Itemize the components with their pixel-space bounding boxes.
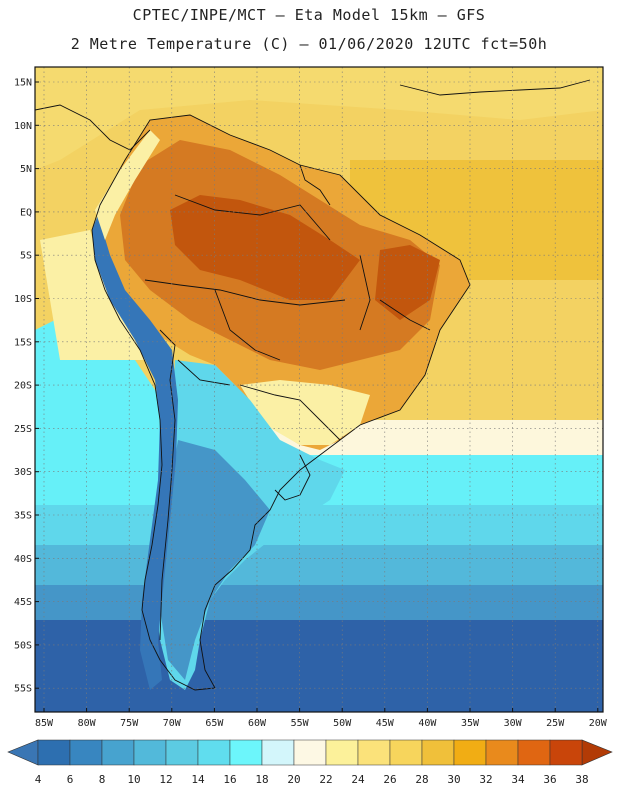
latitude-label: 5N — [20, 164, 32, 175]
amazon-hottest-core — [170, 195, 360, 300]
colorbar-label: 24 — [351, 773, 365, 786]
colorbar-label: 28 — [415, 773, 428, 786]
longitude-label: 35W — [461, 718, 480, 729]
colorbar-label: 18 — [255, 773, 268, 786]
ocean-dark-blue-band — [35, 620, 603, 712]
central-america-coast — [35, 104, 151, 151]
border-state-1 — [359, 254, 371, 331]
colorbar-label: 12 — [159, 773, 172, 786]
colorbar-swatch — [421, 739, 455, 766]
colorbar-label: 20 — [287, 773, 300, 786]
graticule — [35, 67, 603, 712]
longitude-label: 75W — [120, 718, 139, 729]
latitude-label: 10N — [14, 121, 32, 132]
colorbar-swatch — [197, 739, 231, 766]
temperature-field — [35, 67, 603, 712]
colorbar-label: 22 — [319, 773, 332, 786]
border-paraguay — [239, 384, 341, 441]
latitude-label: 15S — [14, 337, 32, 348]
latitude-label: 40S — [14, 554, 32, 565]
latitude-label: 35S — [14, 511, 32, 522]
colorbar-label: 6 — [67, 773, 74, 786]
latitude-label: 5S — [20, 251, 32, 262]
colorbar-over-arrow — [581, 739, 613, 766]
colorbar-swatch — [229, 739, 263, 766]
longitude-label: 70W — [163, 718, 182, 729]
longitude-label: 25W — [546, 718, 565, 729]
latitude-label: 45S — [14, 597, 32, 608]
border-chile-argentina-north — [177, 359, 231, 386]
colorbar-label: 32 — [479, 773, 492, 786]
colorbar-label: 38 — [575, 773, 588, 786]
longitude-label: 65W — [205, 718, 224, 729]
border-peru-bolivia-brazil — [144, 279, 346, 306]
border-north — [174, 194, 331, 241]
colorbar-label: 26 — [383, 773, 396, 786]
colorbar-label: 34 — [511, 773, 525, 786]
colorbar-swatch — [293, 739, 327, 766]
patagonia-cool-land — [160, 440, 270, 680]
longitude-label: 80W — [78, 718, 97, 729]
colorbar-swatch — [133, 739, 167, 766]
colorbar-label: 8 — [99, 773, 106, 786]
longitude-label: 55W — [291, 718, 310, 729]
latitude-label: 10S — [14, 294, 32, 305]
latitude-label: 25S — [14, 424, 32, 435]
caribbean-islands — [399, 79, 591, 96]
northeast-hot-core — [375, 245, 440, 320]
latitude-label: 15N — [14, 78, 32, 89]
colorbar-swatch — [101, 739, 135, 766]
colorbar-swatch — [453, 739, 487, 766]
caribbean-sea — [35, 67, 603, 170]
longitude-label: 50W — [333, 718, 352, 729]
longitude-labels: 85W 80W 75W 70W 65W 60W 55W 50W 45W 40W 35W 30W 25W 2… — [35, 708, 608, 729]
border-uruguay — [274, 454, 311, 501]
longitude-label: 40W — [418, 718, 437, 729]
latitude-label: 20S — [14, 381, 32, 392]
border-guyanas — [299, 164, 331, 206]
longitude-label: 85W — [35, 718, 54, 729]
longitude-label: 30W — [504, 718, 523, 729]
colorbar-label: 16 — [223, 773, 236, 786]
map-frame — [34, 66, 604, 713]
colorbar-label: 30 — [447, 773, 460, 786]
longitude-label: 20W — [589, 718, 608, 729]
colorbar-swatch — [37, 739, 71, 766]
latitude-label: 55S — [14, 684, 32, 695]
longitude-label: 45W — [376, 718, 395, 729]
colorbar-label: 36 — [543, 773, 556, 786]
latitude-label: 50S — [14, 640, 32, 651]
colorbar-swatch — [165, 739, 199, 766]
pacific-transition-water — [40, 230, 150, 360]
colorbar-swatch — [261, 739, 295, 766]
colorbar-swatch — [549, 739, 583, 766]
longitude-label: 60W — [248, 718, 267, 729]
country-borders — [35, 79, 591, 691]
colorbar-swatch — [485, 739, 519, 766]
map-title-line-1: CPTEC/INPE/MCT – Eta Model 15km – GFS — [132, 6, 486, 24]
colorbar-swatch — [69, 739, 103, 766]
colorbar-label: 14 — [191, 773, 205, 786]
latitude-label: EQ — [20, 207, 32, 218]
border-state-2 — [379, 299, 431, 331]
colorbar-swatch — [517, 739, 551, 766]
colorbar-swatch — [357, 739, 391, 766]
border-bolivia — [214, 289, 281, 361]
northern-andes-cool — [95, 130, 160, 240]
border-chile — [159, 329, 176, 641]
continent-coastline — [91, 114, 471, 691]
andes-cold-ridge — [92, 215, 178, 690]
latitude-label: 30S — [14, 467, 32, 478]
colorbar-swatch — [389, 739, 423, 766]
colorbar-under-arrow — [7, 739, 39, 766]
colorbar-label: 10 — [127, 773, 140, 786]
map-title-line-2: 2 Metre Temperature (C) – 01/06/2020 12U… — [70, 35, 548, 53]
colorbar-swatch — [325, 739, 359, 766]
latitude-labels: 15N 10N 5N EQ 5S 10S 15S 20S 25S 30S 35S 40S 45S 50S 5… — [14, 78, 39, 695]
southeast-transition — [240, 380, 370, 445]
colorbar: 4 6 8 10 12 14 16 18 20 22 24 26 28 30 32 34 36 38 — [7, 739, 613, 786]
colorbar-label: 4 — [35, 773, 42, 786]
